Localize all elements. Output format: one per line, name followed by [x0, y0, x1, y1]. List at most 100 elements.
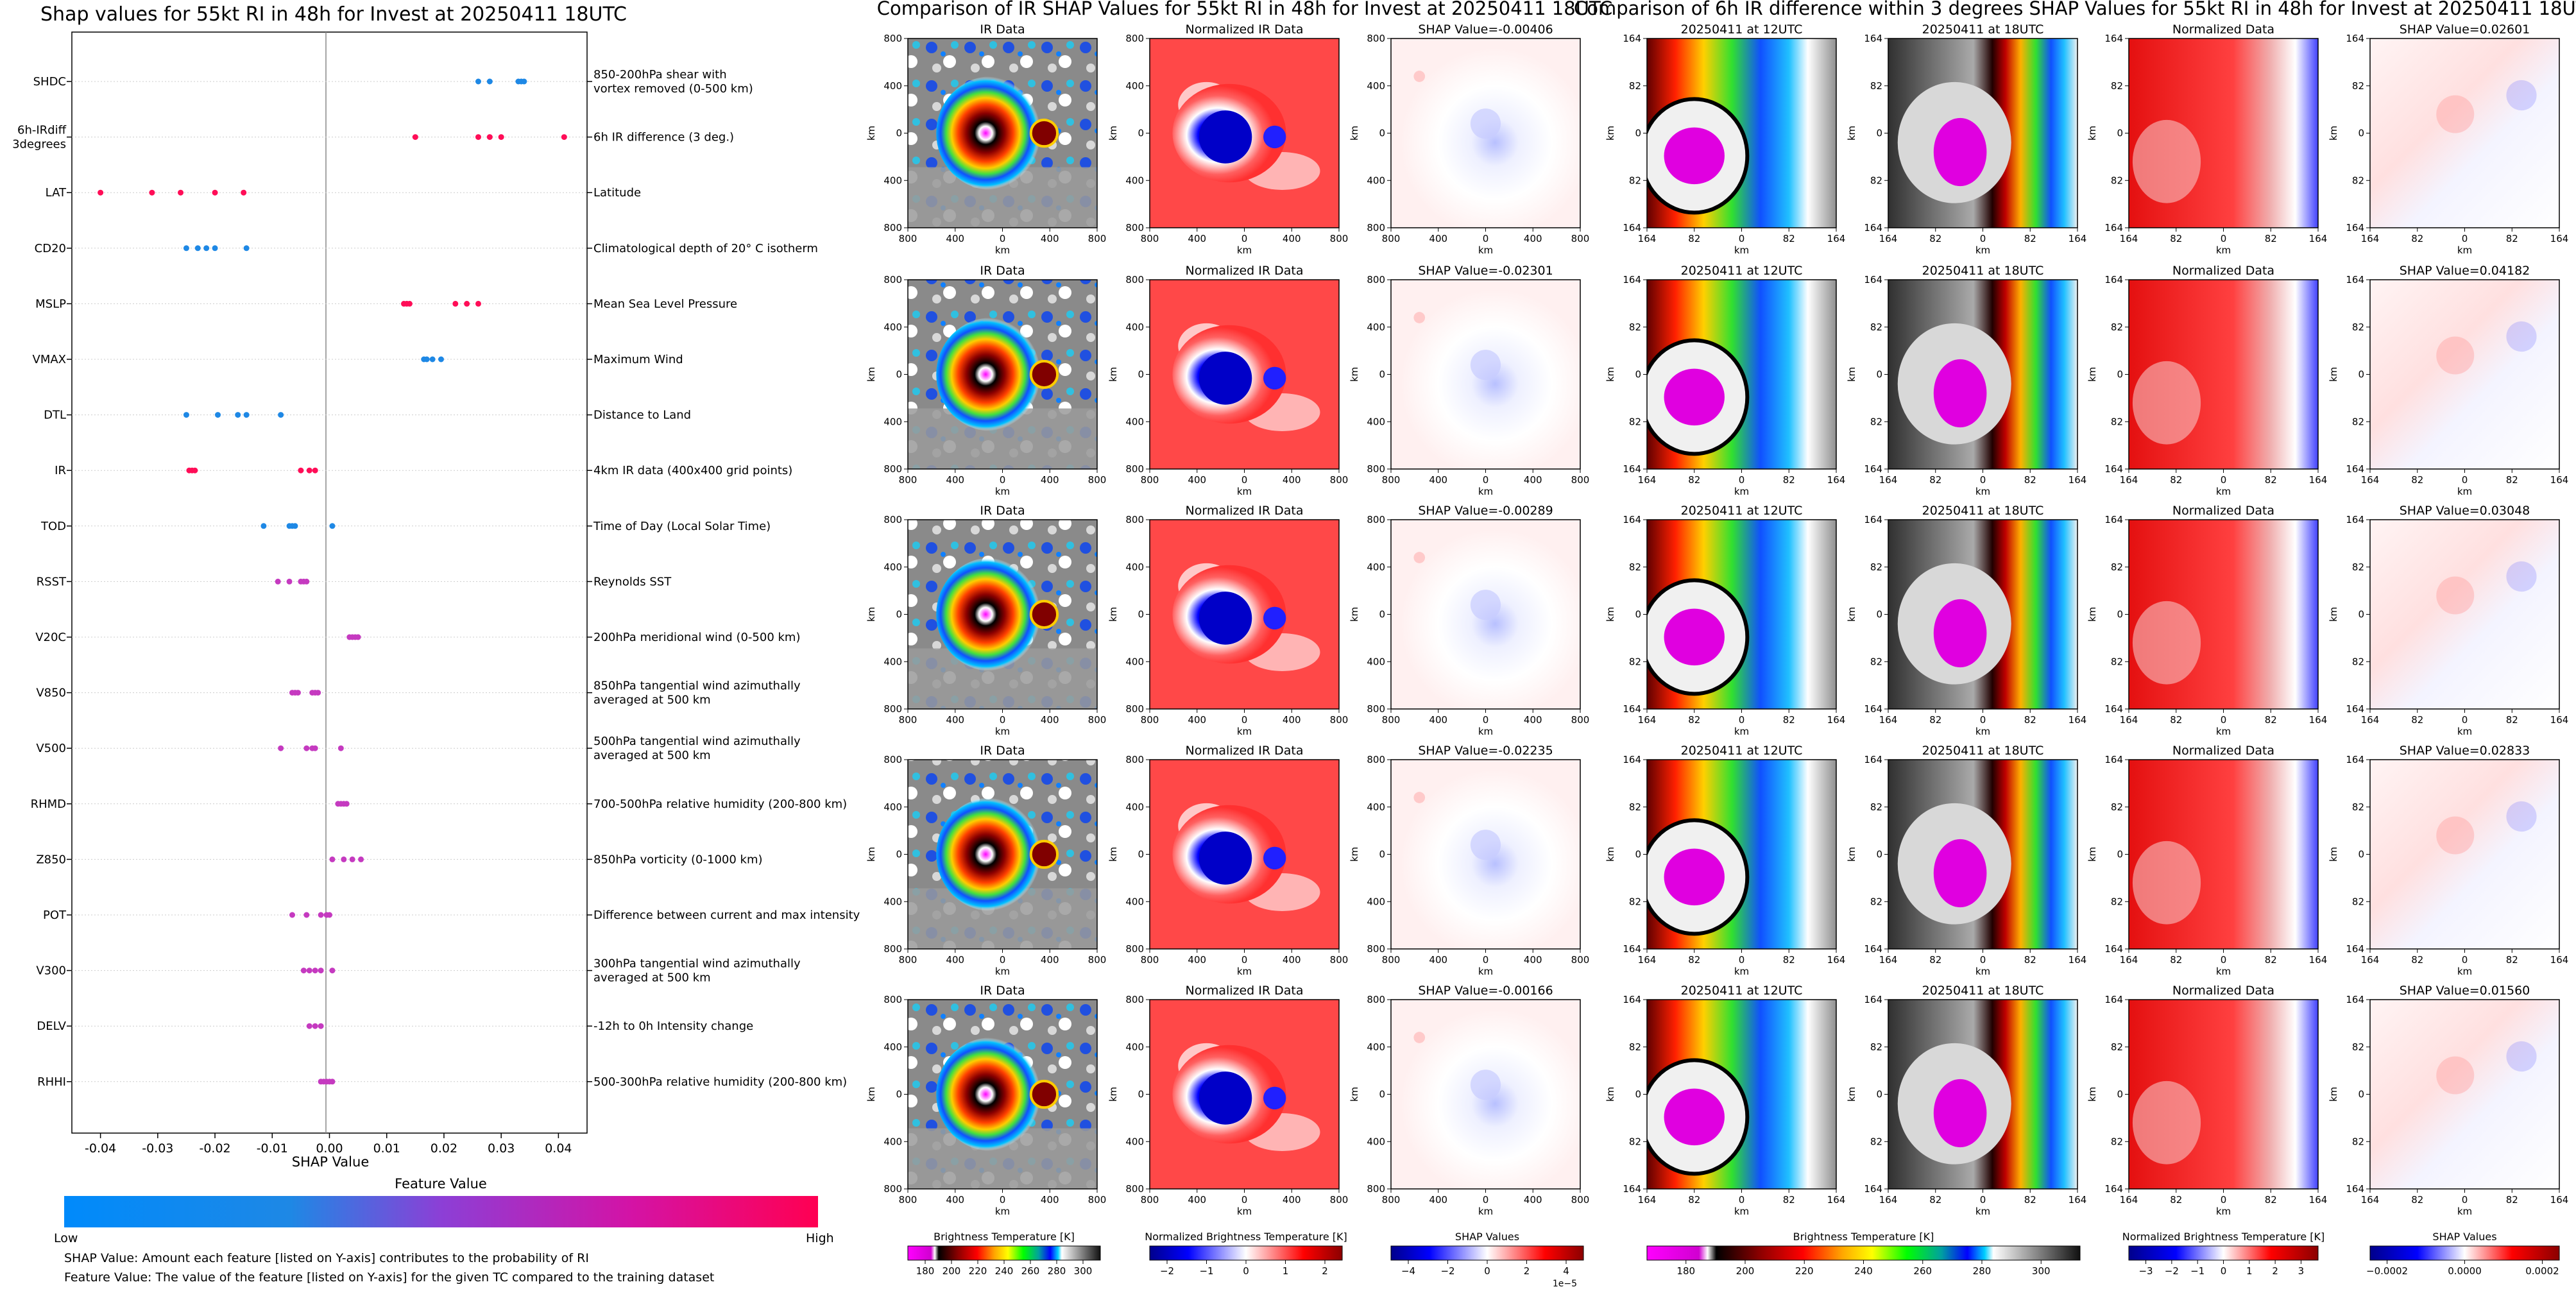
- y-tick-label: 0: [2117, 609, 2123, 620]
- x-tick-label: 0: [1980, 714, 1986, 726]
- panel-title: SHAP Value=-0.02235: [1418, 744, 1553, 758]
- x-tick-label: 164: [2361, 474, 2380, 486]
- x-tick-label: 164: [1638, 233, 1657, 244]
- panel-title: SHAP Value=0.02833: [2400, 744, 2530, 758]
- x-tick-label: 800: [1141, 714, 1159, 726]
- colorbar-tick-label: −2: [1440, 1265, 1454, 1277]
- shap-point: [278, 412, 284, 418]
- shap-point: [203, 245, 210, 252]
- x-axis-label: km: [1734, 244, 1749, 256]
- x-tick-label: 82: [2170, 474, 2182, 486]
- y-tick-label: 400: [1125, 175, 1144, 186]
- y-tick-label: 164: [1623, 1183, 1641, 1195]
- panel-title: Normalized Data: [2172, 984, 2274, 998]
- x-tick-label: 0: [1739, 954, 1745, 966]
- panel-image: [1391, 1000, 1580, 1189]
- y-axis-label: km: [1349, 1087, 1360, 1102]
- shap-point: [298, 467, 304, 474]
- shap-point: [212, 189, 218, 196]
- x-tick-label: 0: [1241, 714, 1248, 726]
- panel-image: [1888, 1000, 2077, 1189]
- x-tick-label: 0: [2221, 954, 2227, 966]
- y-tick-label: 0: [1876, 849, 1882, 860]
- shap-point: [312, 1023, 318, 1029]
- shap-point: [464, 300, 470, 307]
- x-axis-label: km: [1975, 486, 1990, 497]
- x-axis-label: km: [1478, 966, 1493, 977]
- x-axis-label: km: [995, 726, 1010, 737]
- colorbar-tick-label: 0.0000: [2448, 1265, 2482, 1277]
- x-tick-label: -0.01: [257, 1141, 288, 1156]
- x-tick-label: 800: [1141, 954, 1159, 966]
- shap-point: [423, 356, 430, 363]
- x-tick-label: 0.01: [373, 1141, 400, 1156]
- shap-point: [178, 189, 184, 196]
- y-tick-label: 800: [883, 754, 902, 765]
- x-tick-label: 0: [1000, 474, 1006, 486]
- x-tick-label: 800: [1382, 954, 1401, 966]
- y-tick-label: 800: [883, 222, 902, 234]
- x-tick-label: 0.04: [545, 1141, 572, 1156]
- shap-point: [300, 968, 307, 974]
- ir-panel: Normalized IR Data8008004004000040040080…: [1107, 504, 1348, 737]
- y-tick-label: 400: [883, 175, 902, 186]
- y-tick-label: 0: [1379, 849, 1385, 860]
- y-tick-label: 800: [1367, 514, 1385, 525]
- colorbar-label: Brightness Temperature [K]: [934, 1231, 1075, 1243]
- x-tick-label: 82: [2506, 714, 2518, 726]
- panel-title: SHAP Value=0.04182: [2400, 264, 2530, 278]
- feature-description: 300hPa tangential wind azimuthally: [593, 957, 801, 971]
- y-tick-label: 800: [883, 994, 902, 1005]
- y-tick-label: 800: [883, 1183, 902, 1195]
- diff-panel: 20250411 at 12UTC1641648282008282164164k…: [1605, 504, 1845, 737]
- x-axis-label: km: [995, 244, 1010, 256]
- y-tick-label: 82: [1870, 416, 1882, 427]
- x-axis-label: km: [1237, 244, 1252, 256]
- y-tick-label: 82: [1870, 896, 1882, 907]
- x-tick-label: 164: [2120, 233, 2138, 244]
- y-tick-label: 800: [1125, 994, 1144, 1005]
- panel-image: [1150, 1000, 1339, 1189]
- y-tick-label: 164: [1864, 222, 1882, 234]
- y-tick-label: 82: [2352, 1136, 2364, 1147]
- y-tick-label: 82: [2111, 801, 2123, 813]
- y-tick-label: 800: [1367, 1183, 1385, 1195]
- shap-point: [98, 189, 104, 196]
- y-tick-label: 164: [2346, 463, 2364, 475]
- y-tick-label: 164: [2104, 1183, 2123, 1195]
- x-tick-label: 0: [2462, 233, 2468, 244]
- panel-title: 20250411 at 18UTC: [1922, 984, 2044, 998]
- panel-title: SHAP Value=-0.02301: [1418, 264, 1553, 278]
- panel-title: 20250411 at 12UTC: [1681, 504, 1803, 518]
- feature-code-label: DTL: [44, 409, 66, 422]
- ir-panel: Normalized IR Data8008004004000040040080…: [1107, 22, 1348, 256]
- x-tick-label: 82: [1783, 1194, 1795, 1206]
- y-tick-label: 164: [1623, 703, 1641, 715]
- x-tick-label: 164: [2309, 233, 2328, 244]
- feature-code-label: V20C: [35, 631, 66, 644]
- x-tick-label: 800: [1330, 474, 1349, 486]
- colorbar-label: SHAP Values: [1455, 1231, 1519, 1243]
- y-axis-label: km: [1349, 607, 1360, 622]
- y-tick-label: 0: [896, 849, 902, 860]
- shap-value-note: SHAP Value: Amount each feature [listed …: [64, 1251, 589, 1265]
- x-tick-label: 800: [899, 714, 917, 726]
- y-tick-label: 0: [2117, 128, 2123, 139]
- x-tick-label: 164: [1638, 954, 1657, 966]
- x-tick-label: 164: [1879, 1194, 1898, 1206]
- shap-point: [303, 578, 310, 585]
- y-tick-label: 82: [1870, 321, 1882, 333]
- y-tick-label: 164: [2346, 1183, 2364, 1195]
- x-tick-label: 82: [1688, 1194, 1700, 1206]
- colorbar: Normalized Brightness Temperature [K]−3−…: [2122, 1231, 2325, 1277]
- y-tick-label: 0: [896, 369, 902, 380]
- x-tick-label: 0: [1483, 1194, 1489, 1206]
- shap-point: [475, 78, 481, 85]
- y-tick-label: 400: [883, 561, 902, 573]
- ir-panel: Normalized IR Data8008004004000040040080…: [1107, 744, 1348, 977]
- x-tick-label: 164: [1827, 954, 1846, 966]
- x-tick-label: 400: [1041, 954, 1059, 966]
- y-tick-label: 400: [1367, 416, 1385, 427]
